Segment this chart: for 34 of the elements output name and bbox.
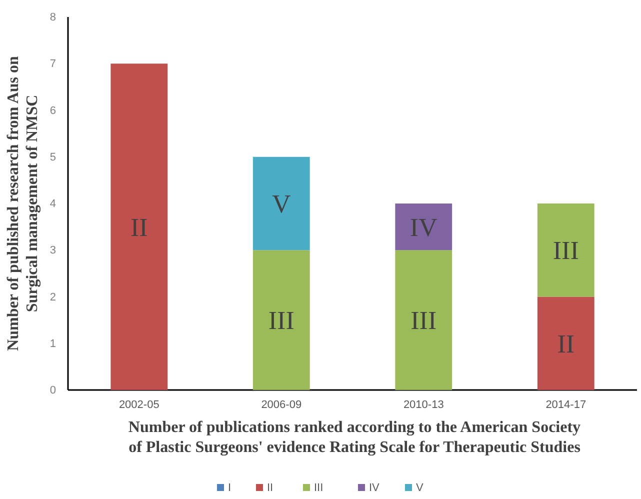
legend-label: I	[228, 482, 232, 494]
y-tick-label: 5	[50, 151, 56, 164]
y-tick-label: 7	[50, 58, 56, 70]
y-tick-label: 3	[50, 244, 56, 257]
bar	[537, 204, 594, 297]
y-tick-label: 4	[50, 198, 56, 210]
text: III	[268, 306, 294, 336]
bar	[110, 64, 168, 390]
y-tick-label: 2	[50, 291, 56, 304]
y-tick-label: 1	[50, 338, 56, 350]
y-tick-label: 0	[50, 384, 56, 397]
bar	[395, 204, 452, 250]
x-tick-label: 2006-09	[261, 398, 302, 411]
text: IV	[410, 212, 438, 242]
legend-label: II	[267, 482, 274, 494]
y-tick-label: 6	[50, 104, 56, 117]
text: III	[552, 236, 579, 266]
bar	[537, 296, 594, 390]
text: II	[557, 329, 575, 358]
y-axis-title: Number of published research from Aus on Surgical management of NMSC	[5, 56, 41, 351]
x-tick-label: 2014-17	[546, 398, 586, 411]
legend-label: IV	[369, 482, 380, 494]
bar	[252, 156, 310, 250]
legend-label: III	[314, 482, 324, 494]
y-tick-label: 8	[50, 12, 56, 24]
x-tick-label: 2002-05	[118, 398, 160, 411]
x-tick-label: 2010-13	[403, 398, 444, 411]
bar	[395, 250, 452, 390]
text: II	[130, 212, 148, 242]
bar	[252, 250, 310, 390]
text: V	[272, 190, 291, 219]
legend-label: V	[416, 482, 424, 494]
text: III	[410, 306, 437, 336]
x-axis-title: Number of publications ranked according to the American Society of Plastic Surgeons' evidence Rating Scale for Therapeutic Studies	[128, 419, 581, 456]
